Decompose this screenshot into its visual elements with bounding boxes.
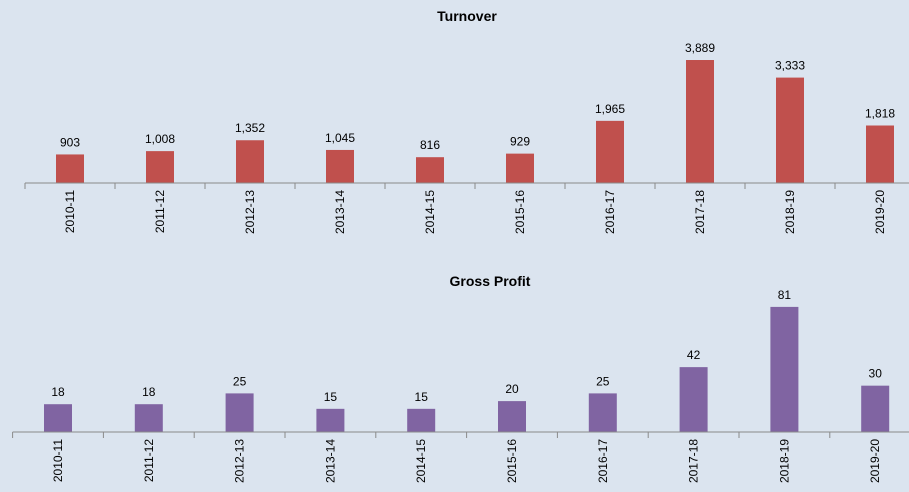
data-label: 25 xyxy=(233,374,247,388)
bar xyxy=(776,77,804,183)
x-tick-label: 2013-14 xyxy=(333,190,347,234)
bar xyxy=(866,125,894,183)
data-label: 1,965 xyxy=(595,102,625,116)
bar xyxy=(326,149,354,183)
data-label: 81 xyxy=(778,288,792,302)
data-label: 18 xyxy=(142,385,156,399)
x-tick-label: 2017-18 xyxy=(693,190,707,234)
bar xyxy=(146,151,174,183)
x-tick-label: 2010-11 xyxy=(63,190,77,233)
x-tick-label: 2010-11 xyxy=(51,439,65,482)
x-tick-label: 2016-17 xyxy=(603,190,617,234)
data-label: 15 xyxy=(324,390,338,404)
bar xyxy=(44,404,72,432)
bar xyxy=(686,60,714,183)
bar xyxy=(56,154,84,183)
chart-title: Turnover xyxy=(437,8,497,24)
data-label: 20 xyxy=(505,382,519,396)
bar xyxy=(236,140,264,183)
x-tick-label: 2017-18 xyxy=(687,439,701,483)
data-label: 1,008 xyxy=(145,132,175,146)
data-label: 15 xyxy=(415,390,429,404)
x-tick-label: 2011-12 xyxy=(153,190,167,233)
data-label: 929 xyxy=(510,135,530,149)
data-label: 30 xyxy=(869,367,883,381)
x-tick-label: 2018-19 xyxy=(783,190,797,234)
x-tick-label: 2012-13 xyxy=(233,439,247,483)
x-tick-label: 2018-19 xyxy=(777,439,791,483)
x-tick-label: 2012-13 xyxy=(243,190,257,234)
bar xyxy=(316,408,345,432)
bar xyxy=(407,408,436,432)
data-label: 816 xyxy=(420,138,440,152)
x-tick-label: 2014-15 xyxy=(414,439,428,483)
data-label: 903 xyxy=(60,135,80,149)
data-label: 18 xyxy=(51,385,65,399)
data-label: 3,889 xyxy=(685,41,715,55)
bar xyxy=(416,157,444,183)
bar xyxy=(588,393,617,432)
data-label: 1,818 xyxy=(865,107,895,121)
bar xyxy=(225,393,254,432)
bar xyxy=(506,153,534,183)
bar xyxy=(596,120,624,183)
x-tick-label: 2014-15 xyxy=(423,190,437,234)
data-label: 1,045 xyxy=(325,131,355,145)
bar xyxy=(770,306,799,432)
data-label: 25 xyxy=(596,374,610,388)
x-tick-label: 2015-16 xyxy=(513,190,527,234)
x-tick-label: 2019-20 xyxy=(868,439,882,483)
bar xyxy=(134,404,163,432)
bar xyxy=(861,385,890,432)
data-label: 1,352 xyxy=(235,121,265,135)
x-tick-label: 2013-14 xyxy=(323,439,337,483)
x-tick-label: 2019-20 xyxy=(873,190,887,234)
data-label: 3,333 xyxy=(775,59,805,73)
x-tick-label: 2015-16 xyxy=(505,439,519,483)
bar xyxy=(498,401,526,432)
chart-title: Gross Profit xyxy=(450,273,531,289)
data-label: 42 xyxy=(687,348,701,362)
bar xyxy=(679,367,708,432)
x-tick-label: 2011-12 xyxy=(142,439,156,482)
x-tick-label: 2016-17 xyxy=(596,439,610,483)
